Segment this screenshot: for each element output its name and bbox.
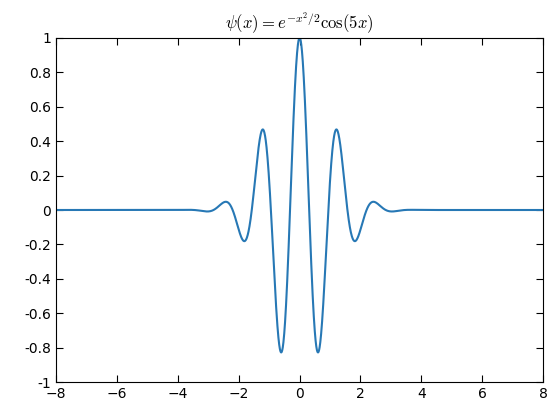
Title: $\psi(x) = e^{-x^2/2}\cos(5x)$: $\psi(x) = e^{-x^2/2}\cos(5x)$ — [225, 11, 374, 37]
